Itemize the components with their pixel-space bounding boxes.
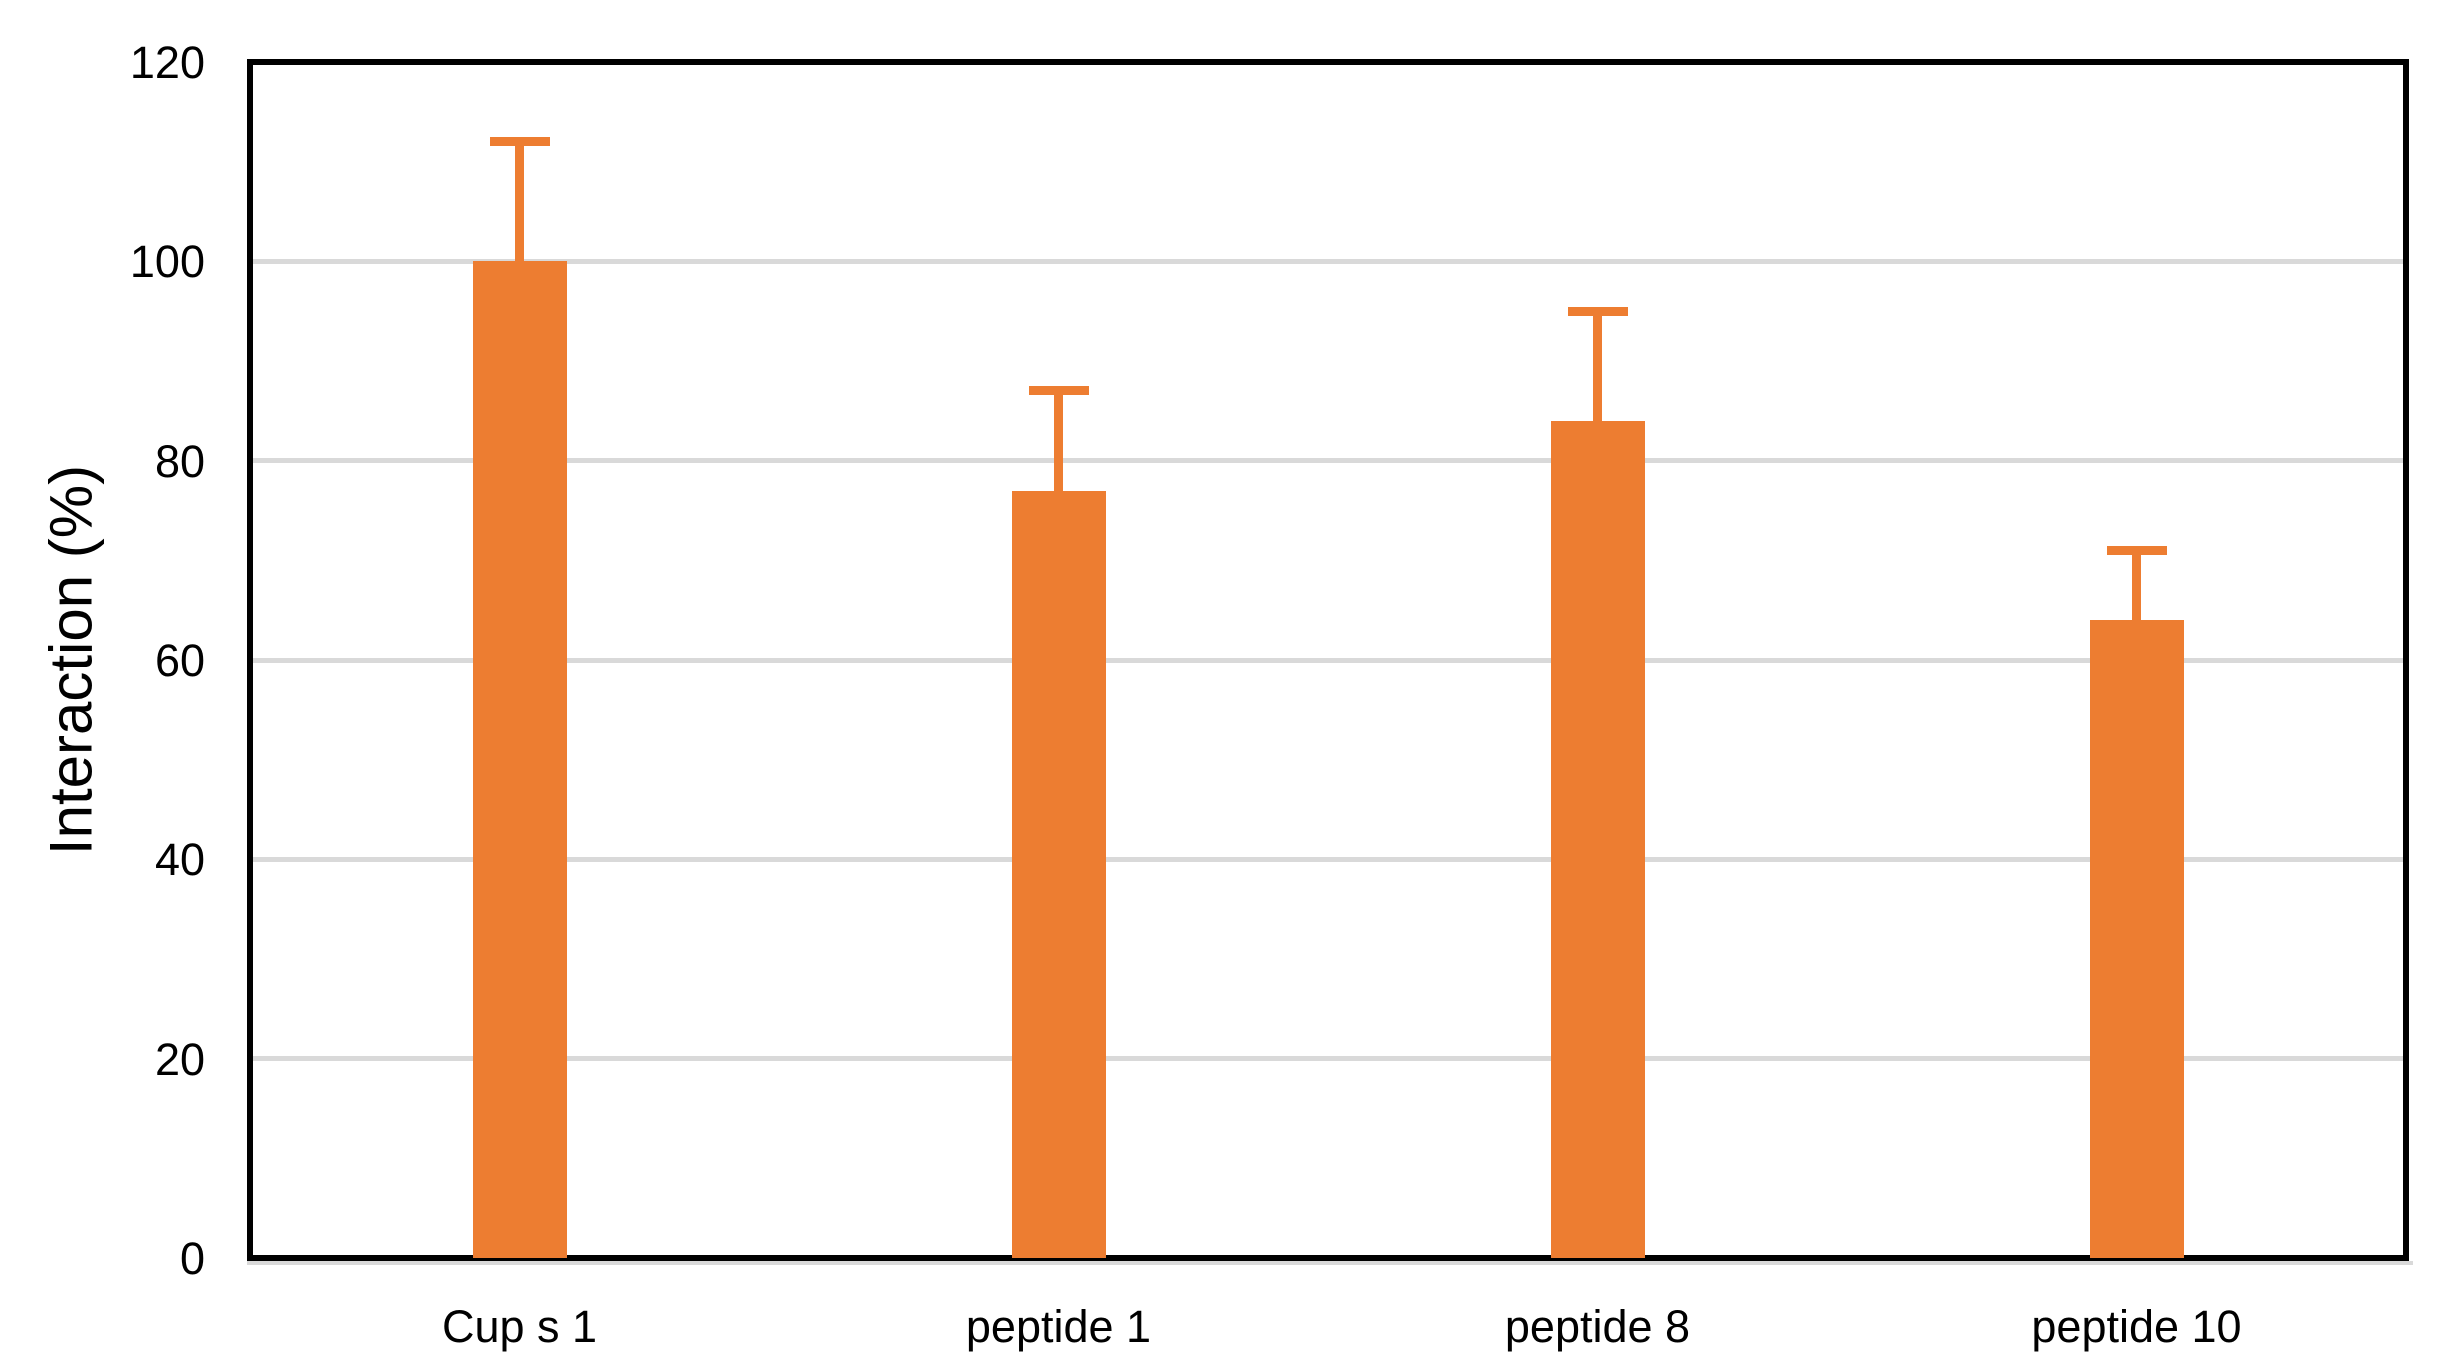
error-bar-stem bbox=[2132, 550, 2141, 631]
error-bar-stem bbox=[1593, 311, 1602, 431]
gridline-100 bbox=[253, 258, 2403, 264]
y-tick-label-120: 120 bbox=[129, 37, 205, 88]
error-bar-cap bbox=[1567, 306, 1628, 316]
x-category-label-3: peptide 8 bbox=[1504, 1301, 1691, 1352]
plot-area-frame bbox=[247, 59, 2409, 1261]
bar-peptide-1[interactable] bbox=[1011, 490, 1106, 1258]
x-category-label-4: peptide 10 bbox=[2031, 1301, 2242, 1352]
y-tick-label-40: 40 bbox=[154, 834, 205, 886]
error-bar-cap bbox=[489, 137, 550, 147]
gridline-20 bbox=[253, 1056, 2403, 1062]
x-category-label-1: Cup s 1 bbox=[441, 1301, 598, 1352]
gridline-60 bbox=[253, 657, 2403, 663]
error-bar-stem bbox=[515, 141, 524, 272]
x-axis-shadow-line bbox=[247, 1261, 2413, 1265]
gridline-80 bbox=[253, 458, 2403, 464]
y-tick-label-20: 20 bbox=[154, 1033, 205, 1085]
error-bar-stem bbox=[1054, 390, 1063, 501]
y-tick-label-60: 60 bbox=[154, 635, 205, 686]
error-bar-cap bbox=[2106, 545, 2167, 555]
bar-peptide-10[interactable] bbox=[2089, 620, 2184, 1258]
gridline-40 bbox=[253, 856, 2403, 862]
bar-peptide-8[interactable] bbox=[1550, 420, 1645, 1258]
y-tick-label-0: 0 bbox=[179, 1233, 205, 1284]
y-tick-label-100: 100 bbox=[129, 236, 205, 288]
error-bar-cap bbox=[1028, 386, 1089, 396]
x-category-label-2: peptide 1 bbox=[965, 1301, 1152, 1352]
y-tick-label-80: 80 bbox=[154, 435, 205, 487]
bar-cup-s-1[interactable] bbox=[472, 261, 567, 1258]
